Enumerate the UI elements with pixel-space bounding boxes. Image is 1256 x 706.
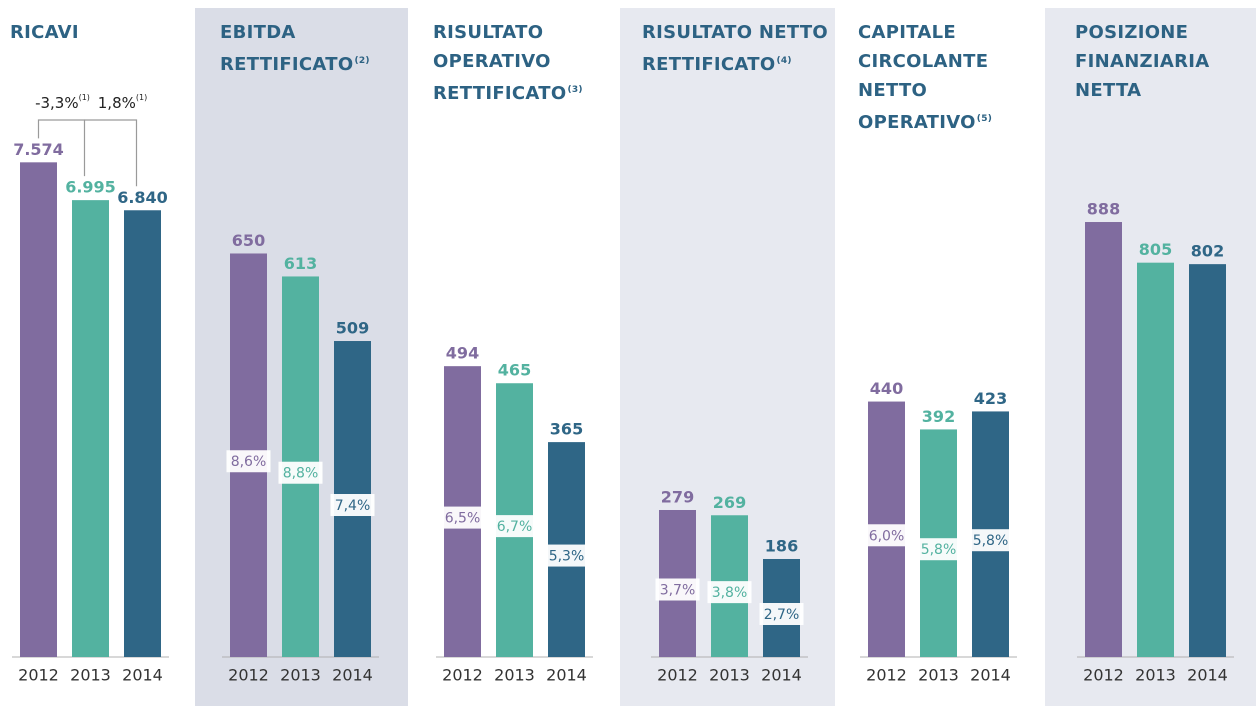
bar xyxy=(1137,262,1174,657)
title-text: CAPITALE CIRCOLANTE NETTO OPERATIVO xyxy=(858,22,989,133)
margin-label-box xyxy=(544,544,589,567)
value-label: 365 xyxy=(550,420,583,439)
value-label: 279 xyxy=(661,487,694,506)
footnote-marker: (3) xyxy=(567,85,583,95)
change-bracket xyxy=(37,119,86,177)
margin-label-box xyxy=(330,494,375,517)
footnote-marker: (4) xyxy=(776,56,792,66)
title-text: EBITDA RETTIFICATO xyxy=(220,22,354,75)
margin-label: 2,7% xyxy=(764,607,800,623)
value-label: 6.995 xyxy=(65,178,116,197)
year-label: 2013 xyxy=(1135,666,1176,685)
year-label: 2014 xyxy=(546,666,587,685)
margin-label-box xyxy=(440,506,485,529)
margin-label: 8,6% xyxy=(231,454,267,470)
year-label: 2012 xyxy=(657,666,698,685)
year-label: 2014 xyxy=(1187,666,1228,685)
bar xyxy=(124,210,161,657)
footnote-marker: (2) xyxy=(354,56,370,66)
margin-label: 5,3% xyxy=(549,549,585,565)
bar xyxy=(1189,264,1226,657)
year-label: 2012 xyxy=(442,666,483,685)
value-label: 494 xyxy=(446,344,479,363)
bar xyxy=(72,200,109,657)
panel-title: RISULTATO OPERATIVO RETTIFICATO(3) xyxy=(433,18,613,108)
value-label: 392 xyxy=(922,407,955,426)
value-label: 805 xyxy=(1139,240,1172,259)
panel-title: POSIZIONE FINANZIARIA NETTA xyxy=(1075,18,1255,105)
value-label: 186 xyxy=(765,536,798,555)
title-text: RISULTATO NETTO RETTIFICATO xyxy=(642,22,829,75)
footnote-marker: (5) xyxy=(976,114,993,124)
margin-label-box xyxy=(916,538,961,561)
value-label: 650 xyxy=(232,231,265,250)
value-label: 6.840 xyxy=(117,188,168,207)
change-annotation: 1,8%(1) xyxy=(98,93,147,112)
margin-label-box xyxy=(759,602,804,625)
margin-label: 5,8% xyxy=(973,533,1009,549)
title-text: POSIZIONE FINANZIARIA NETTA xyxy=(1075,22,1210,101)
margin-label-box xyxy=(278,461,323,484)
value-label: 888 xyxy=(1087,200,1120,219)
panel-title: CAPITALE CIRCOLANTE NETTO OPERATIVO(5) xyxy=(858,18,998,137)
year-label: 2012 xyxy=(228,666,269,685)
title-text: RISULTATO OPERATIVO RETTIFICATO xyxy=(433,22,567,104)
margin-label: 7,4% xyxy=(335,498,371,514)
year-label: 2013 xyxy=(494,666,535,685)
margin-label-box xyxy=(968,529,1013,552)
value-label: 465 xyxy=(498,361,531,380)
bar xyxy=(20,162,57,657)
year-label: 2012 xyxy=(866,666,907,685)
margin-label: 8,8% xyxy=(283,466,319,482)
year-label: 2014 xyxy=(122,666,163,685)
margin-label-box xyxy=(226,450,271,473)
value-label: 423 xyxy=(974,389,1007,408)
change-annotation: -3,3%(1) xyxy=(35,93,90,112)
value-label: 802 xyxy=(1191,242,1224,261)
panel-title: EBITDA RETTIFICATO(2) xyxy=(220,18,400,79)
year-label: 2012 xyxy=(18,666,59,685)
margin-label-box xyxy=(492,515,537,538)
bar xyxy=(1085,222,1122,658)
margin-label: 6,7% xyxy=(497,519,533,535)
value-label: 509 xyxy=(336,319,369,338)
value-label: 440 xyxy=(870,379,903,398)
margin-label-box xyxy=(864,524,909,547)
change-bracket xyxy=(84,119,138,187)
year-label: 2014 xyxy=(761,666,802,685)
panel-title: RICAVI xyxy=(10,18,185,47)
change-value: -3,3% xyxy=(35,94,79,112)
title-text: RICAVI xyxy=(10,22,79,43)
year-label: 2013 xyxy=(709,666,750,685)
footnote-marker: (1) xyxy=(136,93,147,102)
margin-label: 6,0% xyxy=(869,528,905,544)
margin-label: 5,8% xyxy=(921,542,957,558)
margin-label: 3,7% xyxy=(660,582,696,598)
year-label: 2013 xyxy=(70,666,111,685)
panel-title: RISULTATO NETTO RETTIFICATO(4) xyxy=(642,18,842,79)
year-label: 2013 xyxy=(280,666,321,685)
margin-label-box xyxy=(655,578,700,601)
year-label: 2012 xyxy=(1083,666,1124,685)
margin-label-box xyxy=(707,581,752,604)
margin-label: 6,5% xyxy=(445,511,481,527)
value-label: 7.574 xyxy=(13,140,64,159)
margin-label: 3,8% xyxy=(712,585,748,601)
value-label: 613 xyxy=(284,254,317,273)
year-label: 2014 xyxy=(970,666,1011,685)
year-label: 2014 xyxy=(332,666,373,685)
value-label: 269 xyxy=(713,493,746,512)
footnote-marker: (1) xyxy=(79,93,90,102)
change-value: 1,8% xyxy=(98,94,136,112)
year-label: 2013 xyxy=(918,666,959,685)
